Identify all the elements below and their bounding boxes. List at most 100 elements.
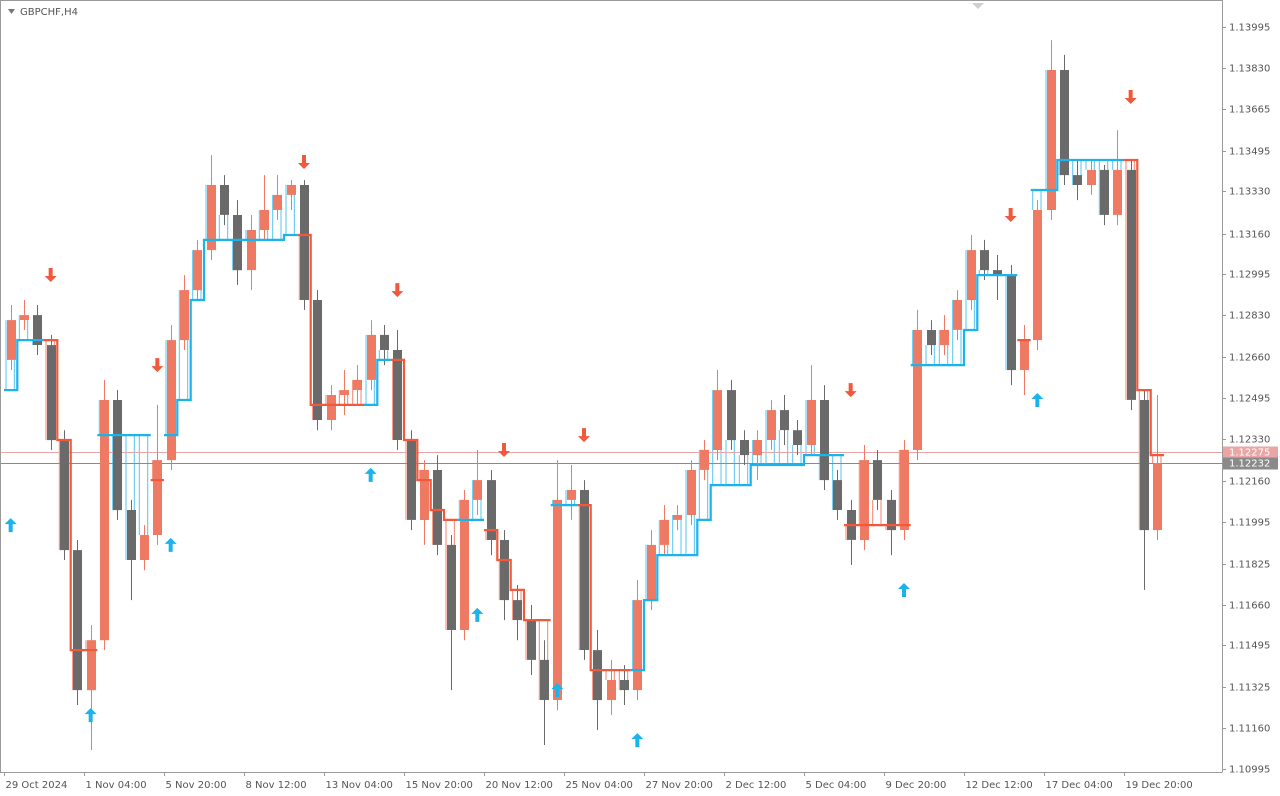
candle-body [873,460,882,500]
candle-body [220,185,229,215]
buy-arrow [551,683,564,698]
candle-body [967,250,976,301]
candle-body [553,499,562,700]
sell-arrow [44,268,57,283]
candle-body [700,449,709,470]
candle-body [113,400,122,511]
y-tick-label: 1.13995 [1229,23,1270,34]
candle-body [607,680,616,700]
trail-down-line [44,158,1164,672]
candle-body [887,499,896,531]
sell-arrow [298,155,310,170]
candle-body [860,460,869,540]
candle-body [780,410,789,431]
candle-body [1100,169,1109,215]
main-layer [0,40,1222,750]
candle-body [47,345,56,441]
sell-arrow [391,283,404,298]
candle-body [753,440,762,456]
candle-body [647,544,656,601]
y-tick-label: 1.13665 [1229,105,1270,116]
x-tick-label: 5 Nov 20:00 [166,780,227,791]
sell-arrow [498,442,510,457]
candle-body [500,540,509,601]
candle-body [687,470,696,515]
candle-body [1153,463,1162,531]
candle-body [167,340,176,461]
y-tick-label: 1.11660 [1229,601,1270,612]
y-tick-label: 1.12830 [1229,311,1270,322]
sell-arrow [151,358,164,373]
x-tick-label: 15 Nov 20:00 [406,780,473,791]
buy-arrow [471,607,484,622]
x-tick-label: 20 Nov 12:00 [486,780,553,791]
candle-body [927,330,936,346]
buy-arrow [164,537,177,552]
candle-body [567,490,576,500]
y-tick-label: 1.12160 [1229,477,1270,488]
y-tick-label: 1.12660 [1229,353,1270,364]
candle-body [807,400,816,445]
candle-body [207,185,216,251]
x-tick-label: 8 Nov 12:00 [246,780,307,791]
candle-body [407,440,416,520]
candle-body [513,600,522,621]
symbol-menu-icon[interactable] [8,9,15,14]
x-tick-label: 9 Dec 20:00 [886,780,947,791]
candle-body [1020,340,1029,370]
candle-body [353,379,362,390]
candle-body [1140,400,1149,531]
candle-body [913,330,922,450]
candle-body [1087,169,1096,185]
y-tick-label: 1.11160 [1229,724,1270,735]
x-tick-label: 19 Dec 20:00 [1126,780,1193,791]
candle-body [527,620,536,660]
axis-layer: 1.13995 1.13830 1.13665 1.13495 1.13330 1.131… [4,23,1278,791]
x-tick-label: 2 Dec 12:00 [726,780,787,791]
candle-body [180,290,189,341]
y-tick-label: 1.12495 [1229,394,1270,405]
candle-body [660,519,669,545]
buy-arrow [898,582,910,597]
x-tick-label: 29 Oct 2024 [6,780,68,791]
candle-body [447,544,456,630]
y-tick-label: 1.13830 [1229,64,1270,75]
candle-body [820,400,829,481]
candle-body [7,320,16,360]
sell-arrow [1124,89,1137,104]
x-tick-label: 27 Nov 20:00 [646,780,713,791]
candle-body [87,640,96,691]
y-tick-label: 1.12330 [1229,435,1270,446]
candle-body [300,185,309,300]
x-tick-label: 5 Dec 04:00 [806,780,867,791]
x-tick-label: 17 Dec 04:00 [1046,780,1113,791]
candle-body [580,490,589,650]
y-tick-label: 1.10995 [1229,765,1270,776]
candle-body [233,215,242,271]
y-tick-label: 1.12995 [1229,270,1270,281]
candle-body [1113,169,1122,215]
y-tick-label: 1.11325 [1229,683,1270,694]
candle-body [460,499,469,630]
candle-body [327,395,336,420]
candle-body [433,470,442,545]
y-tick-label: 1.11825 [1229,560,1270,571]
candle-body [260,210,269,230]
x-tick-label: 1 Nov 04:00 [86,780,147,791]
buy-arrow [4,518,17,533]
candle-body [673,515,682,520]
candle-body [73,550,82,691]
buy-arrow [84,708,97,723]
y-tick-label: 1.11495 [1229,641,1270,652]
candle-body [367,334,376,380]
candle-body [993,270,1002,275]
candle-body [1033,210,1042,341]
y-tick-label: 1.11995 [1229,518,1270,529]
candle-body [153,460,162,535]
shift-marker [972,3,984,9]
price-label: 1.12232 [1229,459,1270,470]
candle-body [940,330,949,346]
sell-arrow [844,383,857,398]
candle-body [473,480,482,500]
sell-arrow [1004,207,1017,222]
